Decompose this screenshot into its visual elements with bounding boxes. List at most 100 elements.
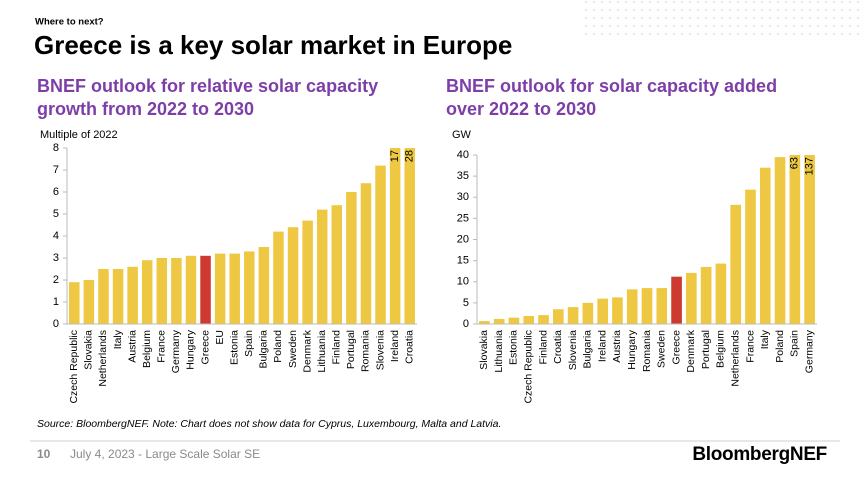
bar — [127, 266, 138, 324]
bar — [156, 258, 168, 324]
bar — [404, 148, 415, 324]
x-tick-label: Germany — [803, 329, 815, 373]
bar — [745, 189, 756, 324]
bar — [200, 255, 211, 324]
bar — [508, 317, 520, 324]
x-tick-label: Croatia — [403, 330, 415, 364]
x-tick-label: France — [744, 330, 756, 363]
bar — [171, 258, 182, 324]
bar — [389, 148, 401, 324]
x-tick-label: Slovenia — [374, 330, 386, 370]
bar — [538, 315, 549, 324]
x-tick-label: Estonia — [228, 330, 240, 365]
bar — [552, 309, 564, 324]
x-tick-label: Spain — [789, 330, 801, 357]
bar — [229, 253, 240, 324]
y-axis-label: Multiple of 2022 — [40, 129, 118, 141]
x-tick-label: Estonia — [508, 330, 520, 365]
bar — [316, 209, 328, 324]
x-tick-label: Romania — [641, 330, 653, 372]
bar — [641, 288, 653, 324]
data-label: 17 — [389, 150, 401, 162]
y-tick-label: 1 — [53, 296, 59, 308]
y-tick-label: 5 — [53, 208, 59, 220]
bar — [287, 227, 299, 324]
y-tick-label: 8 — [53, 142, 59, 154]
x-tick-label: Bulgaria — [258, 330, 270, 369]
x-tick-label: Hungary — [185, 329, 197, 369]
dot-pattern — [580, 0, 862, 40]
y-tick-label: 4 — [53, 230, 59, 242]
bar — [656, 288, 668, 324]
y-tick-label: 7 — [53, 164, 59, 176]
x-tick-label: Sweden — [656, 330, 668, 368]
bar — [671, 276, 682, 324]
bar — [597, 298, 608, 324]
x-tick-label: Finland — [537, 330, 549, 365]
bar — [185, 255, 197, 324]
bar — [612, 297, 623, 324]
y-tick-label: 6 — [53, 186, 59, 198]
bar — [567, 307, 579, 324]
y-tick-label: 20 — [457, 233, 469, 245]
y-tick-label: 3 — [53, 252, 59, 264]
bar — [715, 263, 727, 324]
x-tick-label: Belgium — [141, 330, 153, 368]
bar — [759, 167, 771, 324]
y-tick-label: 5 — [463, 297, 469, 309]
y-tick-label: 0 — [463, 318, 469, 330]
y-tick-label: 35 — [457, 170, 469, 182]
x-tick-label: Poland — [774, 330, 786, 363]
x-tick-label: Slovakia — [83, 330, 95, 370]
x-tick-label: Slovakia — [478, 330, 490, 370]
bar — [804, 155, 815, 324]
y-tick-label: 15 — [457, 255, 469, 267]
bar — [346, 192, 357, 324]
bar — [523, 315, 535, 324]
footer-date: July 4, 2023 - Large Scale Solar SE — [70, 447, 260, 461]
x-tick-label: Greece — [670, 330, 682, 365]
x-tick-label: Austria — [126, 330, 138, 363]
x-tick-label: Sweden — [287, 330, 299, 368]
y-tick-label: 40 — [457, 149, 469, 161]
x-tick-label: Italy — [112, 329, 124, 349]
x-tick-label: Ireland — [389, 330, 401, 362]
bar — [375, 165, 386, 324]
bar — [626, 289, 638, 324]
bar — [686, 272, 697, 324]
bar — [582, 302, 594, 324]
bar — [493, 318, 505, 324]
page-number: 10 — [37, 447, 51, 461]
y-tick-label: 25 — [457, 212, 469, 224]
x-tick-label: Portugal — [700, 330, 712, 369]
x-tick-label: Czech Republic — [523, 330, 535, 404]
bar — [730, 204, 742, 324]
y-tick-label: 10 — [457, 276, 469, 288]
source: Source: BloombergNEF. Note: Chart does n… — [37, 418, 501, 430]
chart-title: growth from 2022 to 2030 — [37, 99, 254, 119]
x-tick-label: Poland — [272, 330, 284, 363]
x-tick-label: Romania — [360, 330, 372, 372]
x-tick-label: Bulgaria — [582, 330, 594, 369]
data-label: 137 — [804, 157, 816, 175]
bar — [789, 155, 801, 324]
bar — [83, 280, 95, 324]
bar — [302, 220, 313, 324]
bar — [214, 253, 226, 324]
y-axis-label: GW — [452, 129, 472, 141]
x-tick-label: Austria — [611, 330, 623, 363]
logo: BloombergNEF — [692, 444, 827, 465]
x-tick-label: Italy — [759, 329, 771, 349]
chart-title: over 2022 to 2030 — [446, 99, 596, 119]
bar — [141, 260, 153, 324]
x-tick-label: Greece — [199, 330, 211, 365]
x-tick-label: Czech Republic — [68, 330, 80, 404]
kicker: Where to next? — [35, 17, 104, 28]
x-tick-label: Croatia — [552, 330, 564, 364]
bar — [244, 251, 255, 324]
charts: BNEF outlook for relative solar capacity… — [37, 76, 817, 404]
x-tick-label: Portugal — [345, 330, 357, 369]
chart-title: BNEF outlook for relative solar capacity — [37, 76, 378, 96]
slide-title: Greece is a key solar market in Europe — [34, 30, 512, 60]
